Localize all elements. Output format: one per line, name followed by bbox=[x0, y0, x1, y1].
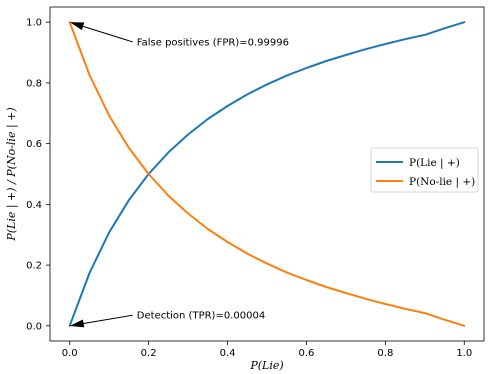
x-tick-label: 0.4 bbox=[220, 348, 236, 359]
x-tick-label: 0.0 bbox=[62, 348, 78, 359]
x-tick-label: 0.8 bbox=[377, 348, 393, 359]
legend-label-no-lie: P(No-lie | +) bbox=[409, 176, 475, 189]
y-tick-label: 0.8 bbox=[26, 78, 42, 89]
series-line-lie bbox=[68, 21, 466, 327]
x-tick-label: 0.2 bbox=[141, 348, 157, 359]
x-axis-ticks: 0.0 0.2 0.4 0.6 0.8 1.0 bbox=[62, 341, 472, 359]
annotation-arrow-head-fpr bbox=[69, 22, 85, 31]
legend-label-lie: P(Lie | +) bbox=[409, 157, 460, 170]
x-tick-label: 0.6 bbox=[299, 348, 315, 359]
y-tick-label: 0.2 bbox=[26, 261, 42, 272]
y-axis-label: P(Lie | +) / P(No-lie | +) bbox=[5, 107, 19, 241]
x-tick-label: 1.0 bbox=[456, 348, 472, 359]
annotation-arrow-shaft-tpr bbox=[83, 314, 133, 324]
series-layer bbox=[68, 21, 466, 327]
y-tick-label: 1.0 bbox=[26, 18, 42, 29]
y-tick-label: 0.0 bbox=[26, 321, 42, 332]
y-axis-ticks: 0.0 0.2 0.4 0.6 0.8 1.0 bbox=[26, 18, 50, 332]
x-axis-label: P(Lie) bbox=[249, 359, 283, 372]
y-tick-label: 0.4 bbox=[26, 200, 42, 211]
annotation-text-fpr: False positives (FPR)=0.99996 bbox=[137, 37, 289, 48]
legend: P(Lie | +) P(No-lie | +) bbox=[370, 147, 479, 193]
annotation-arrow-shaft-fpr bbox=[82, 25, 133, 43]
y-tick-label: 0.6 bbox=[26, 139, 42, 150]
series-line-no-lie bbox=[68, 21, 466, 327]
annotation-arrow-head-tpr bbox=[69, 319, 85, 328]
annotation-text-tpr: Detection (TPR)=0.00004 bbox=[137, 311, 265, 322]
annotation-layer: False positives (FPR)=0.99996 Detection (… bbox=[69, 22, 289, 328]
